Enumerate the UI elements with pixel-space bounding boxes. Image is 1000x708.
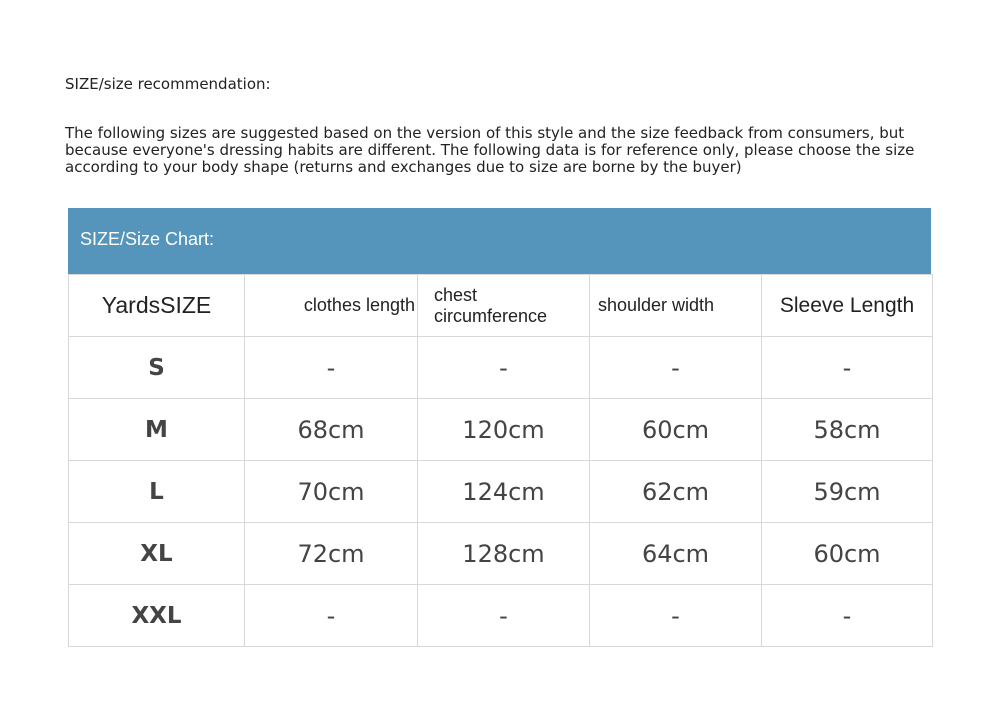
size-label: XL xyxy=(68,522,245,585)
table-cell: - xyxy=(589,336,762,399)
column-header: chest circumference xyxy=(417,274,590,337)
column-header: clothes length xyxy=(244,274,418,337)
table-cell: - xyxy=(244,584,418,647)
column-header: shoulder width xyxy=(589,274,762,337)
table-cell: - xyxy=(589,584,762,647)
table-cell: 62cm xyxy=(589,460,762,523)
size-label: S xyxy=(68,336,245,399)
size-label: L xyxy=(68,460,245,523)
description: The following sizes are suggested based … xyxy=(65,124,915,176)
table-cell: 70cm xyxy=(244,460,418,523)
table-cell: 120cm xyxy=(417,398,590,461)
table-cell: 60cm xyxy=(589,398,762,461)
table-cell: 68cm xyxy=(244,398,418,461)
size-table: YardsSIZE clothes length chest circumfer… xyxy=(68,274,933,647)
size-chart-banner: SIZE/Size Chart: xyxy=(68,208,931,274)
table-row: M 68cm 120cm 60cm 58cm xyxy=(68,398,933,461)
table-cell: 124cm xyxy=(417,460,590,523)
page-title: SIZE/size recommendation: xyxy=(65,75,271,93)
table-cell: - xyxy=(417,584,590,647)
table-cell: 58cm xyxy=(761,398,933,461)
table-cell: 59cm xyxy=(761,460,933,523)
size-label: XXL xyxy=(68,584,245,647)
table-cell: - xyxy=(417,336,590,399)
table-header-row: YardsSIZE clothes length chest circumfer… xyxy=(68,274,933,337)
table-row: S---- xyxy=(68,336,933,399)
table-row: L 70cm 124cm 62cm 59cm xyxy=(68,460,933,523)
table-cell: - xyxy=(761,584,933,647)
table-row: XXL - - - - xyxy=(68,584,933,647)
table-cell: 72cm xyxy=(244,522,418,585)
column-header: YardsSIZE xyxy=(68,274,245,337)
table-cell: - xyxy=(244,336,418,399)
table-row: XL 72cm 128cm 64cm 60cm xyxy=(68,522,933,585)
table-cell: 128cm xyxy=(417,522,590,585)
table-cell: 64cm xyxy=(589,522,762,585)
column-header: Sleeve Length xyxy=(761,274,933,337)
size-label: M xyxy=(68,398,245,461)
table-cell: - xyxy=(761,336,933,399)
table-cell: 60cm xyxy=(761,522,933,585)
